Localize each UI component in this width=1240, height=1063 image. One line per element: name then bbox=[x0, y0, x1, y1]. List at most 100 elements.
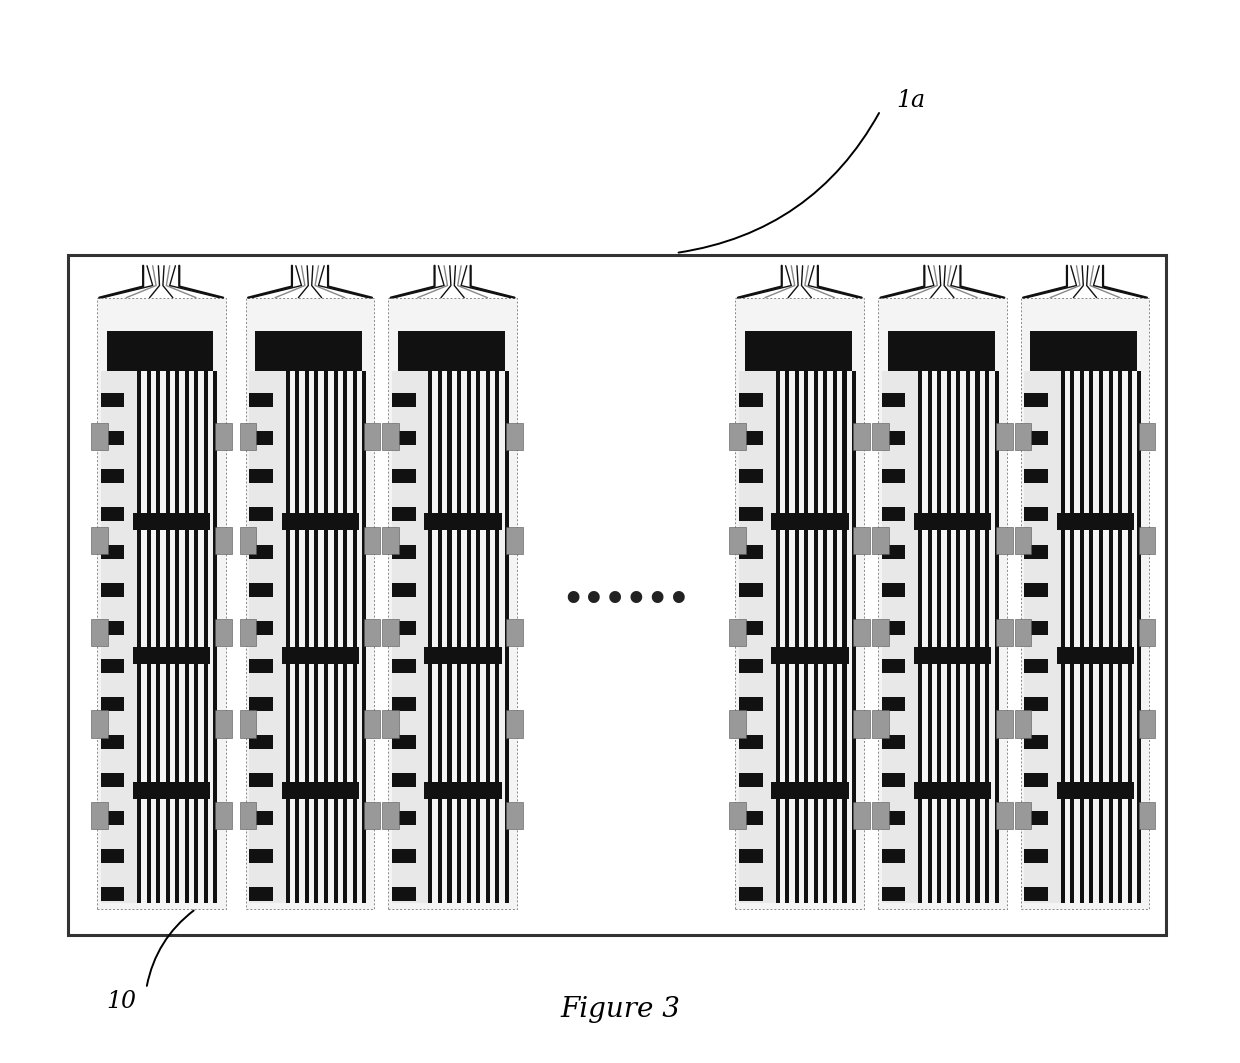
Bar bbox=[882, 544, 905, 559]
Bar bbox=[882, 735, 905, 749]
Bar bbox=[249, 371, 285, 902]
Bar bbox=[1137, 371, 1141, 902]
Bar bbox=[505, 371, 508, 902]
Bar bbox=[495, 371, 500, 902]
Bar bbox=[100, 583, 124, 597]
Bar bbox=[745, 332, 852, 371]
Bar bbox=[1127, 371, 1132, 902]
Bar bbox=[91, 802, 108, 829]
Bar bbox=[872, 619, 889, 646]
Bar bbox=[739, 811, 763, 825]
Bar bbox=[215, 619, 232, 646]
Bar bbox=[215, 802, 232, 829]
Bar bbox=[100, 507, 124, 521]
Bar bbox=[1014, 527, 1032, 555]
Bar bbox=[1024, 544, 1048, 559]
Bar bbox=[136, 371, 141, 902]
Bar bbox=[805, 371, 808, 902]
Bar bbox=[246, 298, 374, 909]
Bar bbox=[392, 544, 415, 559]
Bar bbox=[195, 371, 198, 902]
Bar bbox=[215, 710, 232, 738]
Bar bbox=[428, 371, 433, 902]
Bar bbox=[239, 710, 257, 738]
Bar bbox=[486, 371, 490, 902]
Bar bbox=[928, 371, 931, 902]
Bar bbox=[833, 371, 837, 902]
Bar bbox=[382, 423, 399, 451]
Bar bbox=[466, 371, 471, 902]
Bar bbox=[956, 371, 961, 902]
Bar bbox=[823, 371, 827, 902]
Text: ••••••: •••••• bbox=[563, 584, 689, 618]
Bar bbox=[918, 371, 923, 902]
Bar bbox=[249, 659, 273, 673]
Bar bbox=[937, 371, 941, 902]
Bar bbox=[739, 583, 763, 597]
Bar bbox=[872, 527, 889, 555]
Bar bbox=[68, 255, 1166, 935]
Bar bbox=[133, 512, 211, 530]
Bar bbox=[1024, 848, 1048, 863]
Bar bbox=[133, 781, 211, 799]
Bar bbox=[1024, 696, 1048, 711]
Bar bbox=[476, 371, 480, 902]
Bar bbox=[249, 735, 273, 749]
Bar bbox=[729, 802, 746, 829]
Bar bbox=[996, 802, 1013, 829]
Bar bbox=[506, 710, 523, 738]
Bar bbox=[1014, 619, 1032, 646]
Bar bbox=[888, 332, 994, 371]
Bar bbox=[363, 802, 381, 829]
Bar bbox=[305, 371, 309, 902]
Bar bbox=[97, 298, 226, 909]
Bar bbox=[853, 710, 870, 738]
Bar bbox=[249, 583, 273, 597]
Bar bbox=[853, 619, 870, 646]
Bar bbox=[1030, 332, 1137, 371]
Bar bbox=[448, 371, 451, 902]
Bar bbox=[729, 423, 746, 451]
Bar bbox=[100, 811, 124, 825]
Bar bbox=[1080, 371, 1084, 902]
Bar bbox=[976, 371, 980, 902]
Bar bbox=[1024, 811, 1048, 825]
Bar bbox=[882, 393, 905, 407]
Bar bbox=[506, 802, 523, 829]
Bar bbox=[100, 696, 124, 711]
Bar bbox=[100, 371, 136, 902]
Bar bbox=[914, 781, 992, 799]
Bar bbox=[100, 431, 124, 445]
Bar bbox=[382, 619, 399, 646]
Bar bbox=[872, 802, 889, 829]
Bar bbox=[249, 848, 273, 863]
Bar bbox=[775, 371, 780, 902]
FancyArrowPatch shape bbox=[146, 911, 193, 985]
Bar bbox=[1138, 710, 1156, 738]
Bar bbox=[239, 527, 257, 555]
Bar bbox=[882, 621, 905, 635]
Bar bbox=[1138, 423, 1156, 451]
Bar bbox=[392, 735, 415, 749]
Bar bbox=[363, 619, 381, 646]
Bar bbox=[1024, 773, 1048, 787]
Bar bbox=[882, 371, 918, 902]
Bar bbox=[882, 469, 905, 483]
Bar bbox=[100, 393, 124, 407]
Bar bbox=[996, 423, 1013, 451]
Bar bbox=[215, 423, 232, 451]
Bar bbox=[100, 621, 124, 635]
Bar bbox=[458, 371, 461, 902]
Bar bbox=[392, 696, 415, 711]
Bar bbox=[882, 773, 905, 787]
FancyArrowPatch shape bbox=[678, 113, 879, 253]
Bar bbox=[249, 696, 273, 711]
Bar bbox=[392, 507, 415, 521]
Bar bbox=[1070, 371, 1074, 902]
Bar bbox=[506, 423, 523, 451]
Bar bbox=[1138, 527, 1156, 555]
Bar bbox=[1024, 507, 1048, 521]
Bar bbox=[392, 431, 415, 445]
Bar bbox=[1024, 371, 1060, 902]
Bar bbox=[882, 811, 905, 825]
